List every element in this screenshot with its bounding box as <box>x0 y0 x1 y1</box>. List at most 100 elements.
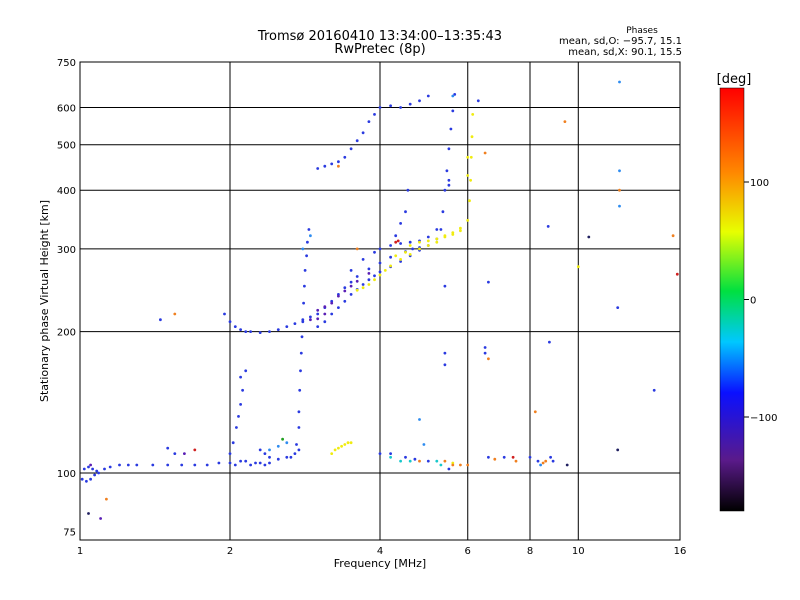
data-point <box>483 351 487 355</box>
data-point <box>618 169 621 173</box>
data-point <box>337 306 340 309</box>
data-point <box>361 286 365 290</box>
data-point <box>514 459 518 463</box>
data-point <box>361 283 365 286</box>
data-point <box>330 312 334 316</box>
data-point <box>239 403 243 406</box>
axis-ticks: 1 2 4 6 8 10 16 75 100 200 300 400 500 600 750 <box>57 58 686 557</box>
data-point <box>239 459 243 463</box>
data-point <box>276 457 280 461</box>
colorbar-ticks: 100 0 −100 <box>744 178 777 424</box>
data-point <box>217 461 221 465</box>
data-point <box>180 463 184 467</box>
data-point <box>451 461 455 465</box>
data-point <box>451 94 455 98</box>
data-point <box>285 455 289 459</box>
data-point <box>343 299 347 303</box>
data-point <box>193 463 197 467</box>
y-tick-label: 300 <box>57 245 76 256</box>
data-point <box>228 461 232 465</box>
data-point <box>349 441 353 445</box>
data-point <box>99 517 102 520</box>
x-tick-label: 10 <box>572 546 585 557</box>
data-point <box>413 457 417 461</box>
data-point <box>399 258 402 261</box>
data-point <box>349 293 353 296</box>
data-point <box>445 169 449 173</box>
data-point <box>285 325 289 328</box>
data-point <box>183 452 186 455</box>
data-point <box>426 244 430 247</box>
data-point <box>418 99 421 103</box>
data-point <box>239 328 243 331</box>
y-tick-label: 100 <box>57 469 76 480</box>
data-point <box>544 459 548 463</box>
y-tick-label: 400 <box>57 186 76 197</box>
data-point <box>80 477 84 481</box>
data-point <box>349 280 353 284</box>
data-point <box>289 455 293 459</box>
data-point <box>563 120 567 123</box>
data-point <box>343 289 347 293</box>
x-axis-label: Frequency [MHz] <box>334 557 426 570</box>
data-point <box>333 448 337 452</box>
data-point <box>587 235 591 239</box>
data-point <box>297 410 301 414</box>
data-point <box>435 459 439 463</box>
data-point <box>439 228 443 231</box>
data-point <box>258 331 262 334</box>
data-point <box>426 235 430 239</box>
data-point <box>166 446 170 450</box>
data-point <box>408 102 412 106</box>
data-point <box>459 463 462 467</box>
data-point <box>443 363 447 367</box>
data-point <box>443 188 447 192</box>
data-point <box>307 228 311 231</box>
data-point <box>404 210 407 214</box>
data-point <box>616 448 620 452</box>
data-point <box>399 106 402 109</box>
data-point <box>349 269 353 272</box>
data-point <box>471 113 475 116</box>
data-point <box>466 463 470 467</box>
data-point <box>103 467 106 471</box>
data-point <box>394 254 398 258</box>
data-point <box>254 461 257 465</box>
data-point <box>389 244 392 247</box>
data-point <box>355 279 359 283</box>
data-point <box>337 164 340 168</box>
data-point <box>367 267 371 271</box>
data-point <box>443 284 447 288</box>
data-point <box>483 346 487 349</box>
data-point <box>528 455 532 459</box>
data-point <box>408 459 412 463</box>
data-point <box>97 471 100 475</box>
data-point <box>418 418 421 421</box>
data-point <box>233 325 237 328</box>
colorbar-tick-label: −100 <box>750 413 777 424</box>
x-tick-label: 6 <box>465 546 471 557</box>
data-point <box>378 247 382 251</box>
data-point <box>223 312 226 316</box>
data-point <box>443 234 447 238</box>
x-tick-label: 2 <box>227 546 233 557</box>
data-point <box>408 244 412 247</box>
colorbar-tick-label: 100 <box>750 178 769 189</box>
data-point <box>263 452 267 455</box>
data-point <box>426 239 430 243</box>
data-point <box>340 444 343 448</box>
data-point <box>396 239 400 243</box>
x-tick-label: 8 <box>527 546 533 557</box>
data-point <box>378 106 382 109</box>
colorbar-label: [deg] <box>717 72 752 87</box>
data-point <box>151 463 155 467</box>
data-point <box>502 455 506 459</box>
data-point <box>343 286 347 290</box>
data-point <box>166 463 170 467</box>
data-point <box>404 250 407 254</box>
data-point <box>306 240 309 244</box>
y-axis-label: Stationary phase Virtual Height [km] <box>38 200 51 402</box>
data-point <box>399 242 402 245</box>
data-point <box>316 312 320 316</box>
data-point <box>404 455 407 459</box>
